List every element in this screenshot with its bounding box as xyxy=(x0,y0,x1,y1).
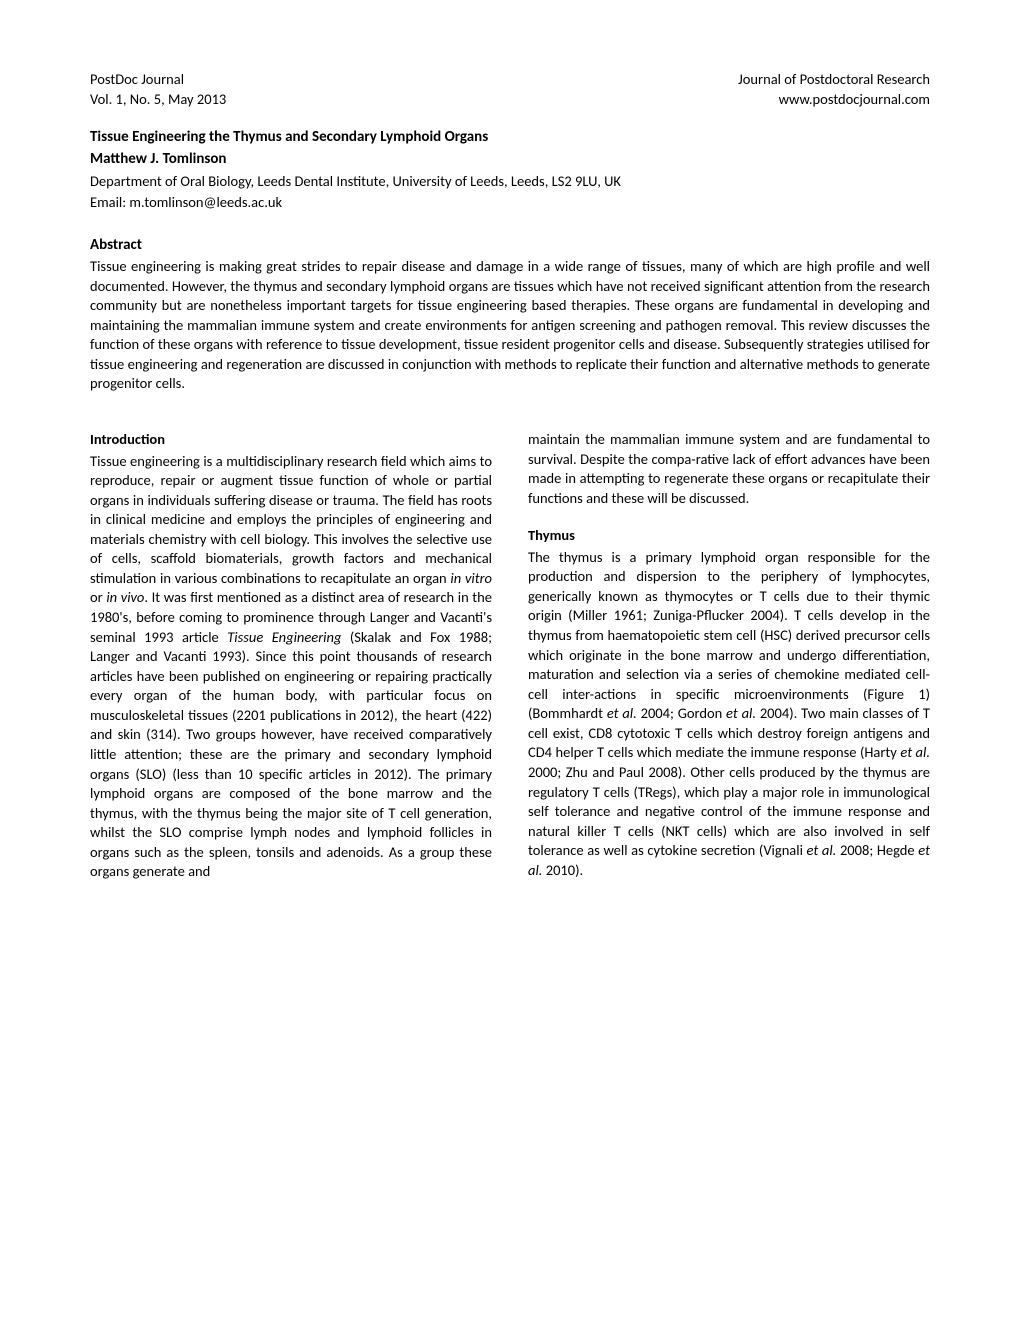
running-header: PostDoc Journal Vol. 1, No. 5, May 2013 … xyxy=(90,70,930,109)
column-right: maintain the mammalian immune system and… xyxy=(528,430,930,882)
introduction-continuation: maintain the mammalian immune system and… xyxy=(528,430,930,508)
thymus-heading: Thymus xyxy=(528,526,930,546)
journal-short-name: PostDoc Journal xyxy=(90,70,226,90)
abstract-text: Tissue engineering is making great strid… xyxy=(90,257,930,394)
volume-issue-date: Vol. 1, No. 5, May 2013 xyxy=(90,90,226,110)
article-title: Tissue Engineering the Thymus and Second… xyxy=(90,127,930,147)
title-block: Tissue Engineering the Thymus and Second… xyxy=(90,127,930,213)
author-name: Matthew J. Tomlinson xyxy=(90,149,930,169)
abstract-block: Abstract Tissue engineering is making gr… xyxy=(90,235,930,394)
introduction-text: Tissue engineering is a multidisciplinar… xyxy=(90,452,492,882)
author-email: Email: m.tomlinson@leeds.ac.uk xyxy=(90,193,930,213)
abstract-heading: Abstract xyxy=(90,235,930,255)
journal-full-name: Journal of Postdoctoral Research xyxy=(738,70,930,90)
column-left: Introduction Tissue engineering is a mul… xyxy=(90,430,492,882)
introduction-heading: Introduction xyxy=(90,430,492,450)
header-right: Journal of Postdoctoral Research www.pos… xyxy=(738,70,930,109)
author-affiliation: Department of Oral Biology, Leeds Dental… xyxy=(90,172,930,192)
body-columns: Introduction Tissue engineering is a mul… xyxy=(90,430,930,882)
header-left: PostDoc Journal Vol. 1, No. 5, May 2013 xyxy=(90,70,226,109)
journal-url: www.postdocjournal.com xyxy=(738,90,930,110)
thymus-text: The thymus is a primary lymphoid organ r… xyxy=(528,548,930,881)
